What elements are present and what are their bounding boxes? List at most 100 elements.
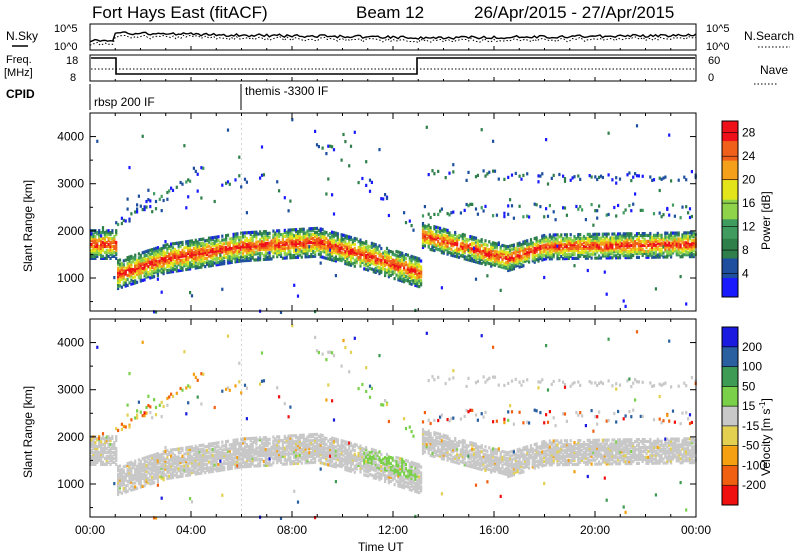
power-cell	[298, 239, 301, 243]
power-cell	[639, 234, 642, 238]
power-cell	[681, 253, 684, 257]
power-cell	[501, 265, 504, 269]
power-cell	[448, 171, 451, 175]
power-cell	[187, 267, 190, 271]
power-cell	[617, 252, 620, 256]
power-cell	[363, 253, 366, 257]
power-cell	[264, 241, 267, 246]
power-cell	[124, 280, 127, 284]
velocity-cell	[94, 450, 97, 455]
power-cell	[393, 253, 396, 257]
power-cell	[111, 237, 114, 241]
power-cell	[291, 234, 294, 238]
power-cell	[226, 259, 230, 263]
velocity-cell	[136, 468, 139, 472]
power-cell	[658, 176, 661, 180]
velocity-cell	[185, 386, 188, 390]
power-cell	[147, 271, 150, 275]
power-cell	[401, 255, 404, 259]
power-cell	[177, 251, 180, 255]
velocity-cell	[281, 448, 284, 452]
velocity-data-layer	[90, 319, 697, 520]
power-cell	[465, 202, 468, 207]
power-cell	[321, 247, 324, 251]
power-cell	[200, 237, 203, 241]
power-cell	[528, 252, 531, 256]
power-cell	[452, 244, 455, 248]
velocity-cell	[217, 445, 220, 449]
velocity-cell	[243, 463, 247, 467]
power-cell	[168, 270, 171, 274]
velocity-cell	[94, 462, 97, 466]
power-cell	[461, 254, 464, 258]
power-cell	[518, 259, 521, 263]
power-cell	[170, 186, 173, 190]
power-cell	[505, 246, 508, 251]
power-cell	[652, 251, 656, 255]
power-cell	[582, 246, 586, 250]
power-cell	[467, 258, 470, 262]
power-cell	[380, 260, 383, 264]
power-cell	[194, 258, 197, 262]
power-cell	[518, 243, 521, 247]
velocity-cell	[249, 444, 252, 448]
power-cell	[389, 265, 392, 269]
velocity-cell	[189, 451, 192, 455]
velocity-cell	[173, 469, 176, 473]
power-cell	[153, 259, 156, 263]
velocity-cell	[247, 445, 250, 449]
power-cell	[439, 246, 442, 250]
power-cell	[217, 260, 220, 265]
power-cell	[630, 250, 633, 254]
velocity-cell	[143, 480, 146, 484]
power-cell	[349, 235, 353, 240]
power-cell	[668, 245, 671, 249]
velocity-cell	[187, 401, 190, 405]
velocity-cell	[196, 452, 199, 456]
velocity-cell	[189, 461, 192, 465]
power-cell	[228, 182, 231, 186]
power-cell	[554, 233, 557, 237]
power-cell	[652, 237, 656, 241]
velocity-cell	[253, 458, 256, 462]
power-cell	[594, 240, 597, 244]
power-cell	[643, 237, 646, 242]
power-cell	[465, 241, 468, 246]
power-cell	[668, 251, 671, 255]
power-cell	[630, 232, 633, 236]
power-cell	[349, 243, 353, 247]
velocity-cell	[143, 476, 146, 480]
velocity-cell	[96, 445, 99, 449]
velocity-cell	[276, 449, 279, 453]
power-cell	[685, 241, 688, 245]
power-cell	[473, 246, 476, 250]
power-cell	[162, 270, 165, 274]
power-cell	[387, 271, 390, 275]
power-cell	[162, 246, 165, 250]
power-cell	[687, 235, 690, 239]
power-cell	[406, 267, 409, 271]
power-cell	[136, 210, 139, 214]
power-cell	[476, 241, 479, 245]
velocity-cell	[242, 461, 245, 465]
power-cell	[628, 244, 631, 248]
power-cell	[103, 237, 106, 241]
power-cell	[416, 260, 419, 264]
power-cell	[334, 243, 337, 247]
power-cell	[382, 251, 385, 255]
power-cell	[518, 255, 521, 259]
power-cell	[528, 260, 531, 264]
power-cell	[416, 284, 419, 288]
velocity-cell	[189, 497, 192, 501]
power-cell	[145, 253, 148, 257]
power-cell	[439, 209, 442, 213]
power-cell	[173, 255, 176, 259]
power-cell	[185, 267, 188, 272]
power-cell	[601, 238, 604, 242]
power-cell	[238, 255, 241, 259]
power-cell	[154, 310, 158, 314]
power-cell	[687, 211, 690, 215]
power-cell	[588, 254, 591, 258]
velocity-cell	[170, 458, 173, 462]
power-cell	[605, 254, 608, 258]
